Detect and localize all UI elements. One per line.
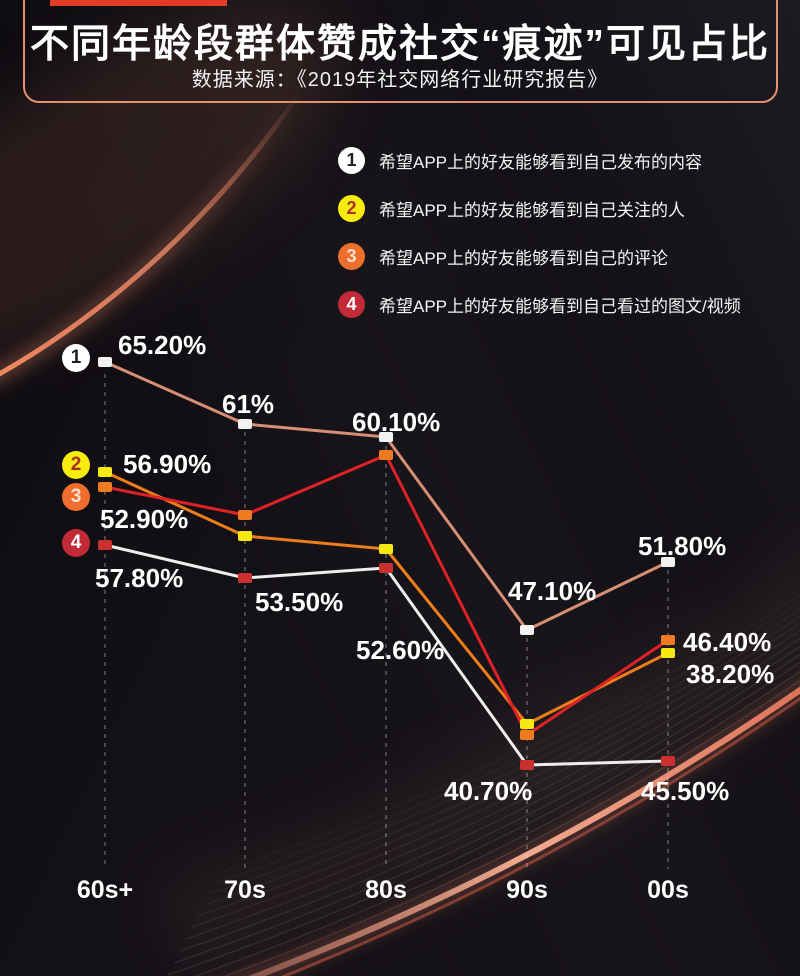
- top-red-bar: [50, 0, 227, 6]
- legend-label: 希望APP上的好友能够看到自己关注的人: [379, 201, 686, 220]
- value-label: 45.50%: [641, 776, 730, 806]
- data-marker-3: [379, 450, 393, 460]
- data-marker-1: [98, 357, 112, 367]
- value-label: 61%: [222, 389, 275, 419]
- legend-label: 希望APP上的好友能够看到自己的评论: [379, 249, 669, 268]
- value-label: 40.70%: [444, 776, 533, 806]
- legend-label: 希望APP上的好友能够看到自己发布的内容: [379, 153, 703, 172]
- legend-item: 3 希望APP上的好友能够看到自己的评论: [338, 243, 741, 270]
- axis-label-90s: 90s: [506, 876, 548, 904]
- series-badge-1: 1: [62, 344, 90, 372]
- data-marker-3: [520, 730, 534, 740]
- value-label: 60.10%: [352, 407, 441, 437]
- data-marker-4: [98, 540, 112, 550]
- legend: 1 希望APP上的好友能够看到自己发布的内容 2 希望APP上的好友能够看到自己关注的…: [338, 147, 741, 339]
- data-marker-1: [661, 557, 675, 567]
- data-marker-4: [661, 756, 675, 766]
- data-marker-4: [379, 563, 393, 573]
- data-marker-1: [238, 419, 252, 429]
- data-marker-2: [238, 531, 252, 541]
- data-marker-2: [98, 467, 112, 477]
- axis-label-80s: 80s: [365, 876, 407, 904]
- data-marker-1: [520, 625, 534, 635]
- data-marker-3: [98, 482, 112, 492]
- data-marker-3: [661, 635, 675, 645]
- axis-label-00s: 00s: [647, 876, 689, 904]
- data-marker-4: [238, 573, 252, 583]
- data-marker-3: [238, 510, 252, 520]
- data-marker-1: [379, 432, 393, 442]
- axis-label-70s: 70s: [224, 876, 266, 904]
- legend-number-circle-2: 2: [338, 195, 365, 222]
- legend-item: 2 希望APP上的好友能够看到自己关注的人: [338, 195, 741, 222]
- axis-label-60s+: 60s+: [76, 876, 134, 904]
- data-marker-4: [520, 760, 534, 770]
- value-label: 52.60%: [356, 635, 445, 665]
- value-label: 51.80%: [638, 531, 727, 561]
- data-source-subtitle: 数据来源：《2019年社交网络行业研究报告》: [191, 69, 609, 91]
- value-label: 52.90%: [100, 504, 189, 534]
- value-label: 65.20%: [118, 330, 207, 360]
- series-badge-4: 4: [62, 529, 90, 557]
- legend-number-circle-1: 1: [338, 147, 365, 174]
- value-label: 38.20%: [686, 659, 775, 689]
- value-label: 57.80%: [95, 563, 184, 593]
- data-marker-2: [379, 544, 393, 554]
- data-marker-2: [661, 648, 675, 658]
- value-label: 53.50%: [255, 587, 344, 617]
- legend-number-circle-4: 4: [338, 291, 365, 318]
- title-border-box: [23, 0, 778, 103]
- value-label: 47.10%: [508, 576, 597, 606]
- data-marker-2: [520, 719, 534, 729]
- series-badge-2: 2: [62, 451, 90, 479]
- value-label: 46.40%: [683, 627, 772, 657]
- legend-item: 4 希望APP上的好友能够看到自己看过的图文/视频: [338, 291, 741, 318]
- series-badge-3: 3: [62, 483, 90, 511]
- legend-number-circle-3: 3: [338, 243, 365, 270]
- page-title: 不同年龄段群体赞成社交“痕迹”可见占比: [29, 23, 770, 66]
- value-label: 56.90%: [123, 449, 212, 479]
- legend-item: 1 希望APP上的好友能够看到自己发布的内容: [338, 147, 741, 174]
- legend-label: 希望APP上的好友能够看到自己看过的图文/视频: [379, 297, 741, 316]
